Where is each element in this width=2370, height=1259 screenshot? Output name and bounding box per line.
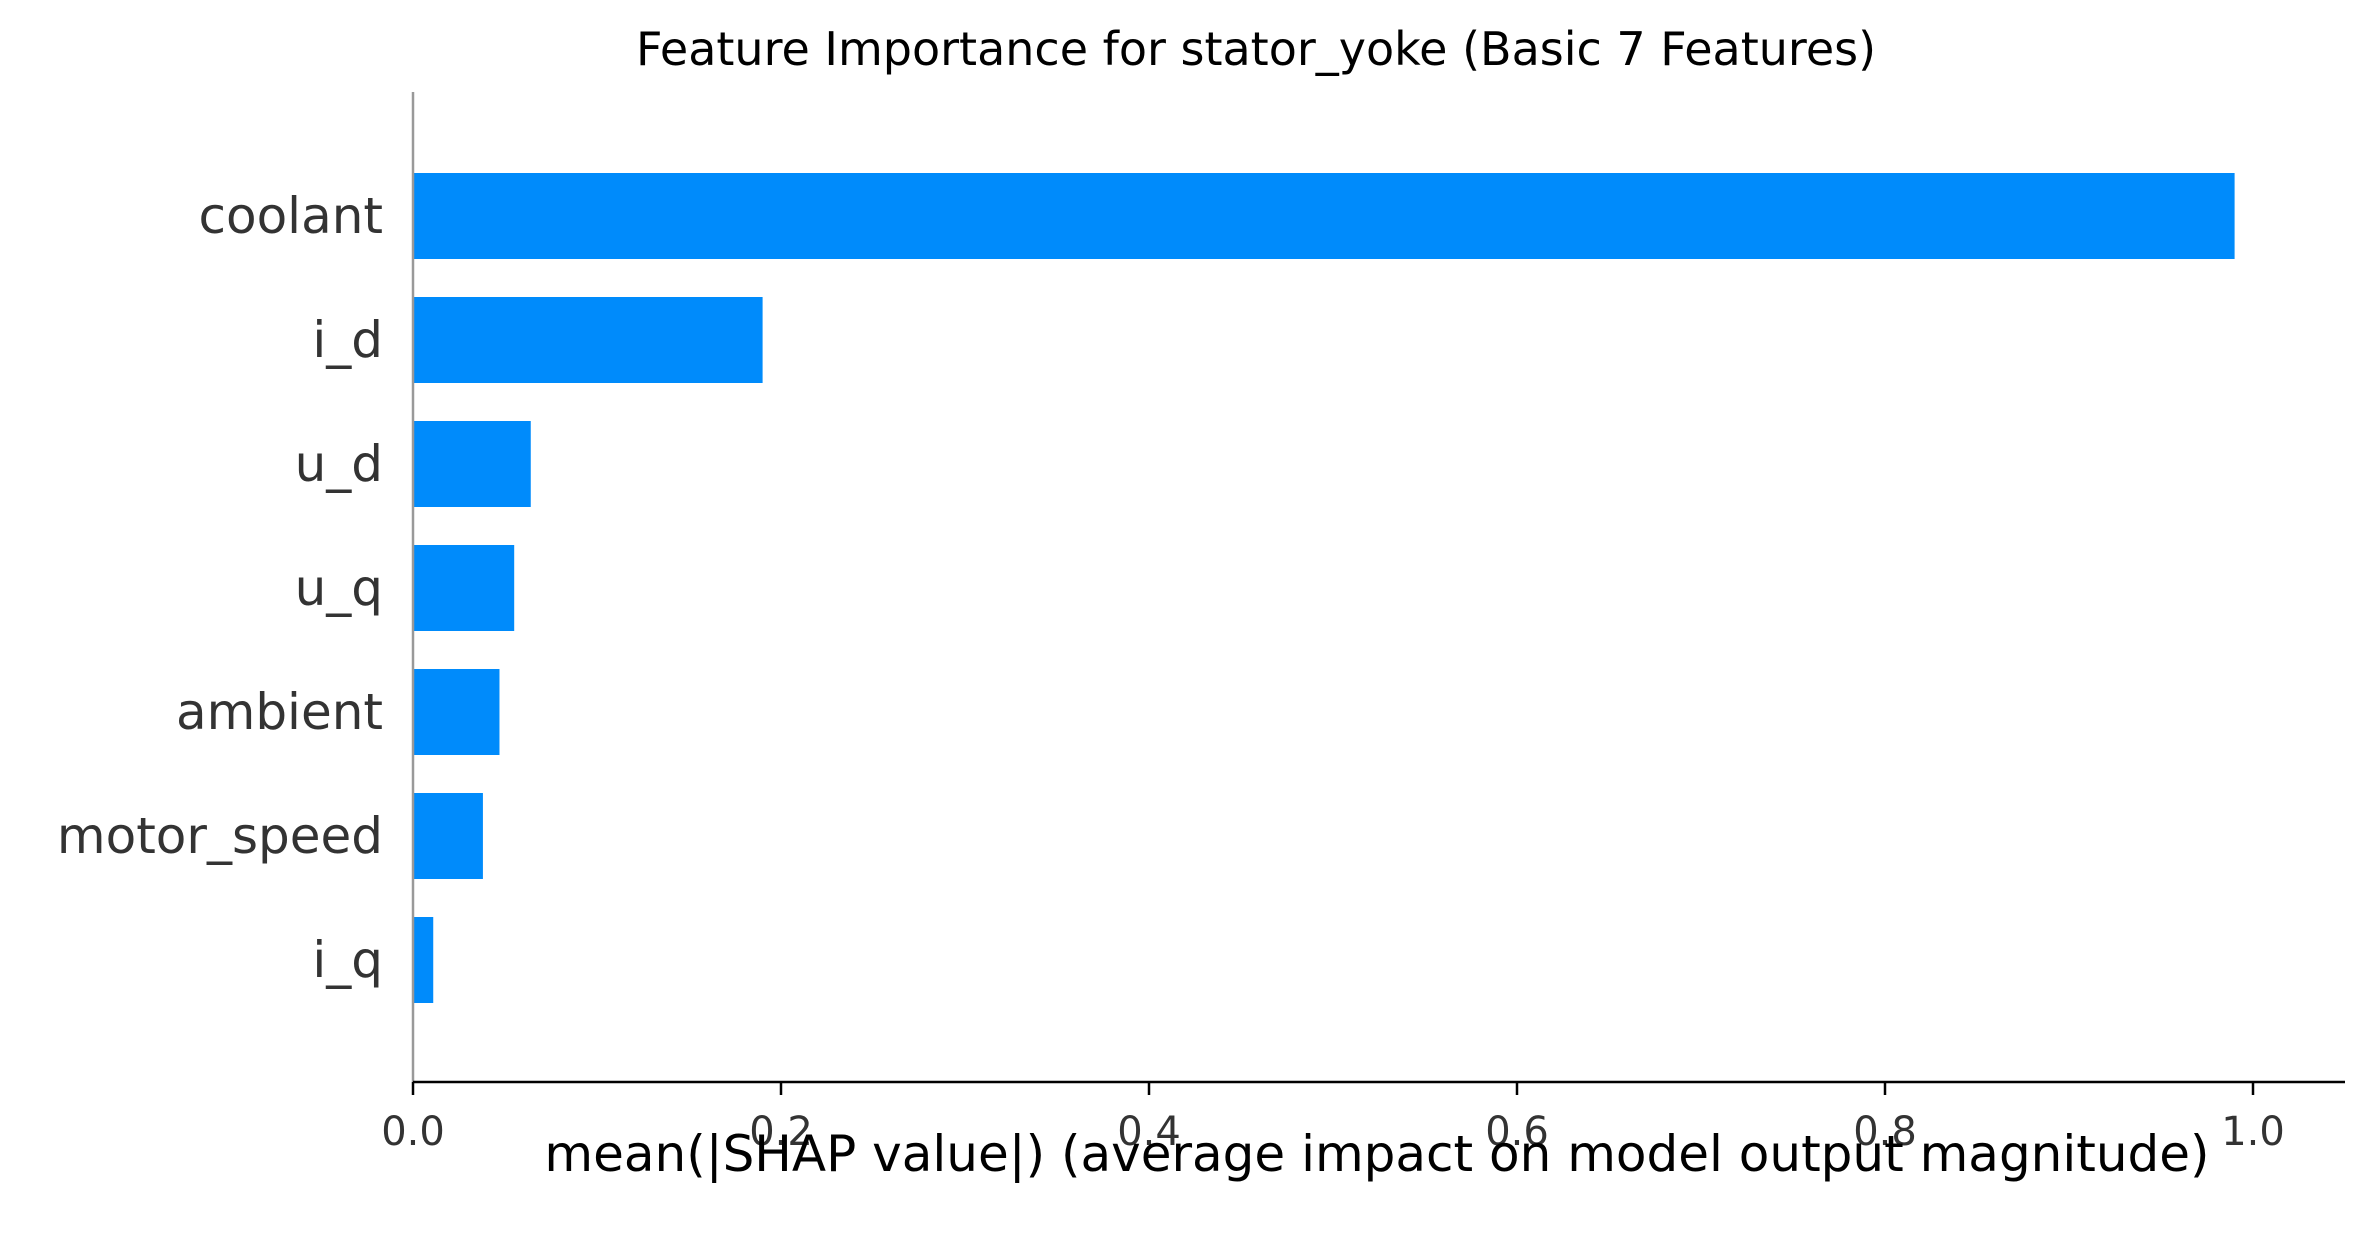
x-axis-label: mean(|SHAP value|) (average impact on mo… [544,1125,2209,1183]
x-tick-label: 0.0 [381,1109,445,1155]
category-label-i-d: i_d [312,311,383,369]
category-label-motor-speed: motor_speed [57,807,383,865]
x-tick-label: 0.6 [1485,1109,1549,1155]
x-tick-label: 0.2 [749,1109,813,1155]
category-label-ambient: ambient [176,683,383,741]
category-label-u-q: u_q [295,559,383,617]
bars-layer [413,173,2235,1003]
bar-motor-speed [413,793,483,879]
x-axis-ticks: 0.0 0.2 0.4 0.6 0.8 1.0 [381,1082,2285,1155]
bar-coolant [413,173,2235,259]
x-tick-label: 0.4 [1117,1109,1181,1155]
chart-title: Feature Importance for stator_yoke (Basi… [636,22,1876,76]
bar-i-q [413,917,434,1003]
x-tick-label: 1.0 [2221,1109,2285,1155]
category-label-i-q: i_q [312,931,383,989]
category-label-u-d: u_d [295,435,383,493]
bar-i-d [413,297,763,383]
category-label-coolant: coolant [199,187,384,245]
x-tick-label: 0.8 [1853,1109,1917,1155]
bar-ambient [413,669,500,755]
bar-u-q [413,545,515,631]
bar-u-d [413,421,531,507]
